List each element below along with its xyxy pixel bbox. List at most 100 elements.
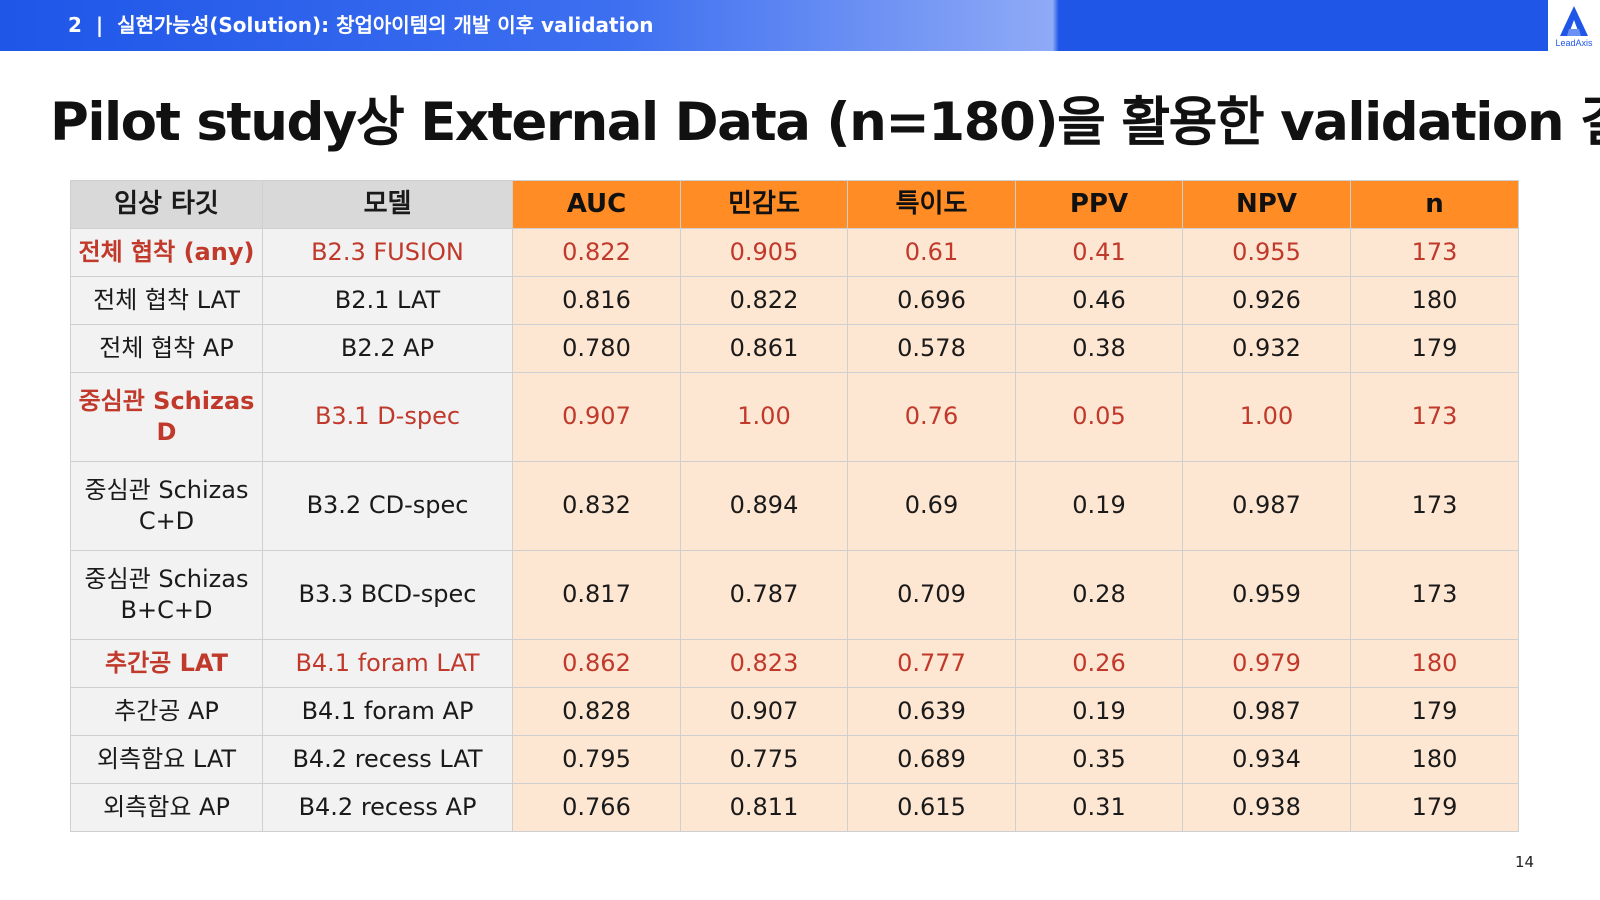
table-row: 전체 협착 LAT B2.1 LAT 0.816 0.822 0.696 0.4… bbox=[70, 276, 1519, 325]
cell-auc: 0.780 bbox=[512, 324, 681, 373]
col-header-auc: AUC bbox=[512, 180, 681, 229]
cell-model: B4.1 foram LAT bbox=[262, 639, 513, 688]
cell-sensitivity: 0.861 bbox=[680, 324, 848, 373]
cell-sensitivity: 0.787 bbox=[680, 550, 848, 640]
col-header-ppv: PPV bbox=[1015, 180, 1183, 229]
cell-n: 173 bbox=[1350, 461, 1519, 551]
cell-model: B2.3 FUSION bbox=[262, 228, 513, 277]
table-row: 추간공 AP B4.1 foram AP 0.828 0.907 0.639 0… bbox=[70, 687, 1519, 736]
cell-n: 180 bbox=[1350, 276, 1519, 325]
cell-specificity: 0.69 bbox=[847, 461, 1016, 551]
cell-auc: 0.832 bbox=[512, 461, 681, 551]
cell-npv: 1.00 bbox=[1182, 372, 1351, 462]
cell-n: 179 bbox=[1350, 783, 1519, 832]
cell-specificity: 0.689 bbox=[847, 735, 1016, 784]
cell-npv: 0.932 bbox=[1182, 324, 1351, 373]
table-row: 외측함요 AP B4.2 recess AP 0.766 0.811 0.615… bbox=[70, 783, 1519, 832]
cell-specificity: 0.615 bbox=[847, 783, 1016, 832]
table-row: 전체 협착 AP B2.2 AP 0.780 0.861 0.578 0.38 … bbox=[70, 324, 1519, 373]
col-header-target: 임상 타깃 bbox=[70, 180, 263, 229]
cell-sensitivity: 0.811 bbox=[680, 783, 848, 832]
cell-auc: 0.816 bbox=[512, 276, 681, 325]
cell-specificity: 0.76 bbox=[847, 372, 1016, 462]
cell-model: B2.2 AP bbox=[262, 324, 513, 373]
cell-specificity: 0.61 bbox=[847, 228, 1016, 277]
cell-model: B3.3 BCD-spec bbox=[262, 550, 513, 640]
cell-sensitivity: 0.822 bbox=[680, 276, 848, 325]
cell-specificity: 0.709 bbox=[847, 550, 1016, 640]
validation-results-table: 임상 타깃 모델 AUC 민감도 특이도 PPV NPV n 전체 협착 (an… bbox=[70, 180, 1519, 832]
table-row: 추간공 LAT B4.1 foram LAT 0.862 0.823 0.777… bbox=[70, 639, 1519, 688]
cell-model: B4.2 recess AP bbox=[262, 783, 513, 832]
col-header-sensitivity: 민감도 bbox=[680, 180, 848, 229]
cell-auc: 0.822 bbox=[512, 228, 681, 277]
cell-target: 중심관 Schizas D bbox=[70, 372, 263, 462]
cell-target: 외측함요 AP bbox=[70, 783, 263, 832]
cell-npv: 0.979 bbox=[1182, 639, 1351, 688]
cell-ppv: 0.46 bbox=[1015, 276, 1183, 325]
cell-target: 중심관 Schizas C+D bbox=[70, 461, 263, 551]
cell-target: 추간공 AP bbox=[70, 687, 263, 736]
page-number: 14 bbox=[1515, 853, 1535, 871]
cell-ppv: 0.05 bbox=[1015, 372, 1183, 462]
page-title: Pilot study상 External Data (n=180)을 활용한 … bbox=[50, 92, 1600, 153]
cell-npv: 0.959 bbox=[1182, 550, 1351, 640]
cell-n: 173 bbox=[1350, 550, 1519, 640]
cell-n: 180 bbox=[1350, 639, 1519, 688]
cell-specificity: 0.696 bbox=[847, 276, 1016, 325]
cell-sensitivity: 0.905 bbox=[680, 228, 848, 277]
cell-model: B4.2 recess LAT bbox=[262, 735, 513, 784]
cell-model: B3.2 CD-spec bbox=[262, 461, 513, 551]
cell-auc: 0.766 bbox=[512, 783, 681, 832]
cell-auc: 0.862 bbox=[512, 639, 681, 688]
col-header-npv: NPV bbox=[1182, 180, 1351, 229]
top-banner: 2 | 실현가능성(Solution): 창업아이템의 개발 이후 validati… bbox=[0, 0, 1548, 51]
cell-n: 179 bbox=[1350, 687, 1519, 736]
cell-auc: 0.817 bbox=[512, 550, 681, 640]
cell-specificity: 0.777 bbox=[847, 639, 1016, 688]
section-title: 실현가능성(Solution): 창업아이템의 개발 이후 validation bbox=[117, 13, 654, 37]
cell-specificity: 0.578 bbox=[847, 324, 1016, 373]
cell-target: 전체 협착 LAT bbox=[70, 276, 263, 325]
table-header-row: 임상 타깃 모델 AUC 민감도 특이도 PPV NPV n bbox=[70, 180, 1519, 229]
cell-ppv: 0.26 bbox=[1015, 639, 1183, 688]
cell-ppv: 0.41 bbox=[1015, 228, 1183, 277]
cell-n: 173 bbox=[1350, 228, 1519, 277]
cell-sensitivity: 0.823 bbox=[680, 639, 848, 688]
cell-ppv: 0.19 bbox=[1015, 461, 1183, 551]
col-header-model: 모델 bbox=[262, 180, 513, 229]
logo-text: LeadAxis bbox=[1555, 38, 1593, 48]
cell-sensitivity: 0.907 bbox=[680, 687, 848, 736]
logo-a-icon bbox=[1560, 6, 1588, 36]
table-row: 외측함요 LAT B4.2 recess LAT 0.795 0.775 0.6… bbox=[70, 735, 1519, 784]
cell-n: 173 bbox=[1350, 372, 1519, 462]
cell-target: 추간공 LAT bbox=[70, 639, 263, 688]
section-header: 2 | 실현가능성(Solution): 창업아이템의 개발 이후 validati… bbox=[68, 0, 653, 51]
cell-model: B3.1 D-spec bbox=[262, 372, 513, 462]
table-row: 중심관 Schizas D B3.1 D-spec 0.907 1.00 0.7… bbox=[70, 372, 1519, 462]
cell-sensitivity: 0.775 bbox=[680, 735, 848, 784]
cell-npv: 0.938 bbox=[1182, 783, 1351, 832]
cell-ppv: 0.31 bbox=[1015, 783, 1183, 832]
table-row: 전체 협착 (any) B2.3 FUSION 0.822 0.905 0.61… bbox=[70, 228, 1519, 277]
cell-target: 전체 협착 AP bbox=[70, 324, 263, 373]
cell-target: 중심관 Schizas B+C+D bbox=[70, 550, 263, 640]
cell-n: 180 bbox=[1350, 735, 1519, 784]
cell-target: 외측함요 LAT bbox=[70, 735, 263, 784]
cell-specificity: 0.639 bbox=[847, 687, 1016, 736]
cell-sensitivity: 0.894 bbox=[680, 461, 848, 551]
section-page-number: 2 bbox=[68, 13, 82, 37]
cell-npv: 0.926 bbox=[1182, 276, 1351, 325]
col-header-n: n bbox=[1350, 180, 1519, 229]
table-row: 중심관 Schizas B+C+D B3.3 BCD-spec 0.817 0.… bbox=[70, 550, 1519, 640]
cell-npv: 0.987 bbox=[1182, 461, 1351, 551]
cell-target: 전체 협착 (any) bbox=[70, 228, 263, 277]
cell-ppv: 0.19 bbox=[1015, 687, 1183, 736]
cell-npv: 0.987 bbox=[1182, 687, 1351, 736]
cell-ppv: 0.35 bbox=[1015, 735, 1183, 784]
cell-auc: 0.828 bbox=[512, 687, 681, 736]
leadaxis-logo: LeadAxis bbox=[1548, 0, 1600, 51]
cell-model: B2.1 LAT bbox=[262, 276, 513, 325]
cell-npv: 0.934 bbox=[1182, 735, 1351, 784]
cell-sensitivity: 1.00 bbox=[680, 372, 848, 462]
